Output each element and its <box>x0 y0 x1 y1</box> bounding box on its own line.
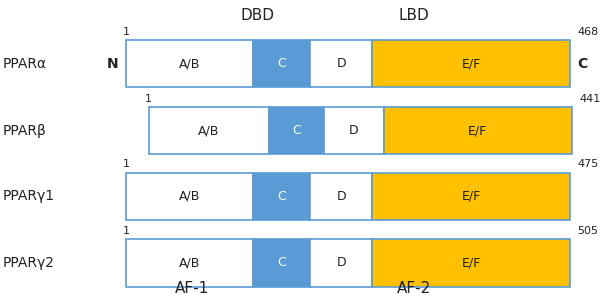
Bar <box>269 107 325 154</box>
Text: AF-1: AF-1 <box>175 282 209 296</box>
Text: PPARγ1: PPARγ1 <box>3 189 55 203</box>
Text: 1: 1 <box>122 226 130 237</box>
Bar <box>310 40 373 88</box>
Text: D: D <box>337 57 346 70</box>
Text: D: D <box>337 190 346 202</box>
Text: E/F: E/F <box>468 124 487 137</box>
Bar <box>383 107 572 154</box>
Text: A/B: A/B <box>179 190 200 202</box>
Text: C: C <box>577 57 587 71</box>
Text: PPARβ: PPARβ <box>3 124 47 138</box>
Text: 468: 468 <box>577 27 598 37</box>
Bar <box>253 173 310 220</box>
Bar <box>325 107 383 154</box>
Text: C: C <box>277 57 286 70</box>
Bar <box>373 240 570 286</box>
Text: A/B: A/B <box>179 257 200 269</box>
Text: E/F: E/F <box>461 257 481 269</box>
Bar <box>310 240 373 286</box>
Text: D: D <box>349 124 359 137</box>
Text: E/F: E/F <box>461 57 481 70</box>
Text: N: N <box>107 57 119 71</box>
Text: C: C <box>277 190 286 202</box>
Text: AF-2: AF-2 <box>397 282 431 296</box>
Text: 441: 441 <box>579 94 600 104</box>
Bar <box>373 173 570 220</box>
Bar <box>253 40 310 88</box>
Text: A/B: A/B <box>199 124 220 137</box>
Text: A/B: A/B <box>179 57 200 70</box>
Text: PPARγ2: PPARγ2 <box>3 256 55 270</box>
Text: C: C <box>277 257 286 269</box>
Text: E/F: E/F <box>461 190 481 202</box>
Text: PPARα: PPARα <box>3 57 47 71</box>
Text: 505: 505 <box>577 226 598 237</box>
Bar <box>126 173 253 220</box>
Bar <box>126 240 253 286</box>
Bar <box>126 40 253 88</box>
Bar <box>373 40 570 88</box>
Text: C: C <box>292 124 301 137</box>
Text: 1: 1 <box>145 94 152 104</box>
Text: LBD: LBD <box>398 8 430 22</box>
Text: 475: 475 <box>577 160 598 170</box>
Text: DBD: DBD <box>241 8 275 22</box>
Bar <box>253 240 310 286</box>
Bar <box>149 107 269 154</box>
Text: 1: 1 <box>122 160 130 170</box>
Text: D: D <box>337 257 346 269</box>
Bar <box>310 173 373 220</box>
Text: 1: 1 <box>122 27 130 37</box>
